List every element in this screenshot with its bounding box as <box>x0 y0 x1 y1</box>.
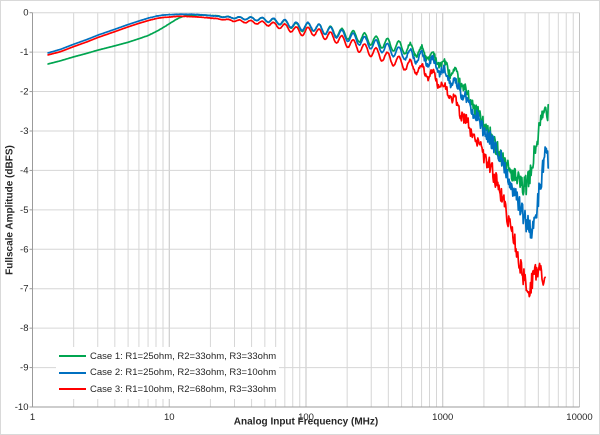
x-tick-label: 100 <box>298 412 314 423</box>
y-tick-label: -9 <box>20 363 28 374</box>
x-tick-label: 10000 <box>566 412 592 423</box>
y-tick-label: -2 <box>20 87 28 98</box>
legend-item-case-3: Case 3: R1=10ohm, R2=68ohm, R3=33ohm <box>59 381 276 398</box>
series-line-case-3 <box>47 15 546 298</box>
y-tick-label: 0 <box>23 8 28 19</box>
legend-item-case-2: Case 2: R1=25ohm, R2=33ohm, R3=10ohm <box>59 365 276 382</box>
case-2-line-swatch <box>59 371 86 374</box>
y-tick-label: -1 <box>20 47 28 58</box>
series-line-case-1 <box>47 14 550 196</box>
y-tick-label: -6 <box>20 244 28 255</box>
series-line-case-2 <box>47 13 550 239</box>
x-tick-label: 10 <box>164 412 175 423</box>
x-tick-label: 1000 <box>432 412 453 423</box>
y-axis-title: Fullscale Amplitude (dBFS) <box>4 145 16 275</box>
legend-label-case-2: Case 2: R1=25ohm, R2=33ohm, R3=10ohm <box>90 367 277 379</box>
x-tick-label: 1 <box>30 412 35 423</box>
y-tick-label: -5 <box>20 205 28 216</box>
x-axis-title: Analog Input Frequency (MHz) <box>233 416 379 428</box>
y-tick-label: -8 <box>20 323 28 334</box>
legend-item-case-1: Case 1: R1=25ohm, R2=33ohm, R3=33ohm <box>59 348 276 365</box>
legend-label-case-1: Case 1: R1=25ohm, R2=33ohm, R3=33ohm <box>90 350 277 362</box>
case-1-line-swatch <box>59 355 86 358</box>
y-tick-label: -3 <box>20 126 28 137</box>
legend-label-case-3: Case 3: R1=10ohm, R2=68ohm, R3=33ohm <box>90 383 277 395</box>
y-tick-label: -10 <box>15 402 29 413</box>
y-tick-label: -7 <box>20 284 28 295</box>
y-tick-label: -4 <box>20 165 28 176</box>
legend: Case 1: R1=25ohm, R2=33ohm, R3=33ohm Cas… <box>56 347 280 399</box>
case-3-line-swatch <box>59 388 86 391</box>
